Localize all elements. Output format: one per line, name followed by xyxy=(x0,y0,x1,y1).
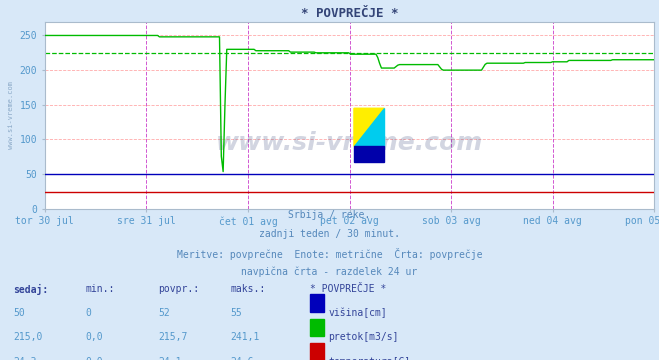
Bar xyxy=(310,319,324,336)
Polygon shape xyxy=(354,108,384,147)
Text: 0,0: 0,0 xyxy=(86,356,103,360)
Text: * POVPREČJE *: * POVPREČJE * xyxy=(310,284,386,294)
Text: 24,3: 24,3 xyxy=(13,356,37,360)
Text: Srbija / reke.: Srbija / reke. xyxy=(289,210,370,220)
Text: 52: 52 xyxy=(158,308,170,318)
Title: * POVPREČJE *: * POVPREČJE * xyxy=(301,8,398,21)
Text: maks.:: maks.: xyxy=(231,284,266,294)
Text: povpr.:: povpr.: xyxy=(158,284,199,294)
Text: 0: 0 xyxy=(86,308,92,318)
Text: 50: 50 xyxy=(13,308,25,318)
Text: sedaj:: sedaj: xyxy=(13,284,48,295)
Text: 241,1: 241,1 xyxy=(231,332,260,342)
Text: 55: 55 xyxy=(231,308,243,318)
Polygon shape xyxy=(354,108,384,147)
Text: temperatura[C]: temperatura[C] xyxy=(328,356,411,360)
Text: 215,7: 215,7 xyxy=(158,332,188,342)
Bar xyxy=(354,147,384,162)
Text: zadnji teden / 30 minut.: zadnji teden / 30 minut. xyxy=(259,229,400,239)
Text: 24,6: 24,6 xyxy=(231,356,254,360)
Text: Meritve: povprečne  Enote: metrične  Črta: povprečje: Meritve: povprečne Enote: metrične Črta:… xyxy=(177,248,482,260)
Text: pretok[m3/s]: pretok[m3/s] xyxy=(328,332,399,342)
Text: min.:: min.: xyxy=(86,284,115,294)
Text: www.si-vreme.com: www.si-vreme.com xyxy=(216,131,483,155)
Text: višina[cm]: višina[cm] xyxy=(328,308,387,319)
Text: 0,0: 0,0 xyxy=(86,332,103,342)
Bar xyxy=(310,343,324,360)
Text: www.si-vreme.com: www.si-vreme.com xyxy=(9,81,14,149)
Text: 24,1: 24,1 xyxy=(158,356,182,360)
Bar xyxy=(310,294,324,312)
Text: navpična črta - razdelek 24 ur: navpična črta - razdelek 24 ur xyxy=(241,266,418,277)
Text: 215,0: 215,0 xyxy=(13,332,43,342)
